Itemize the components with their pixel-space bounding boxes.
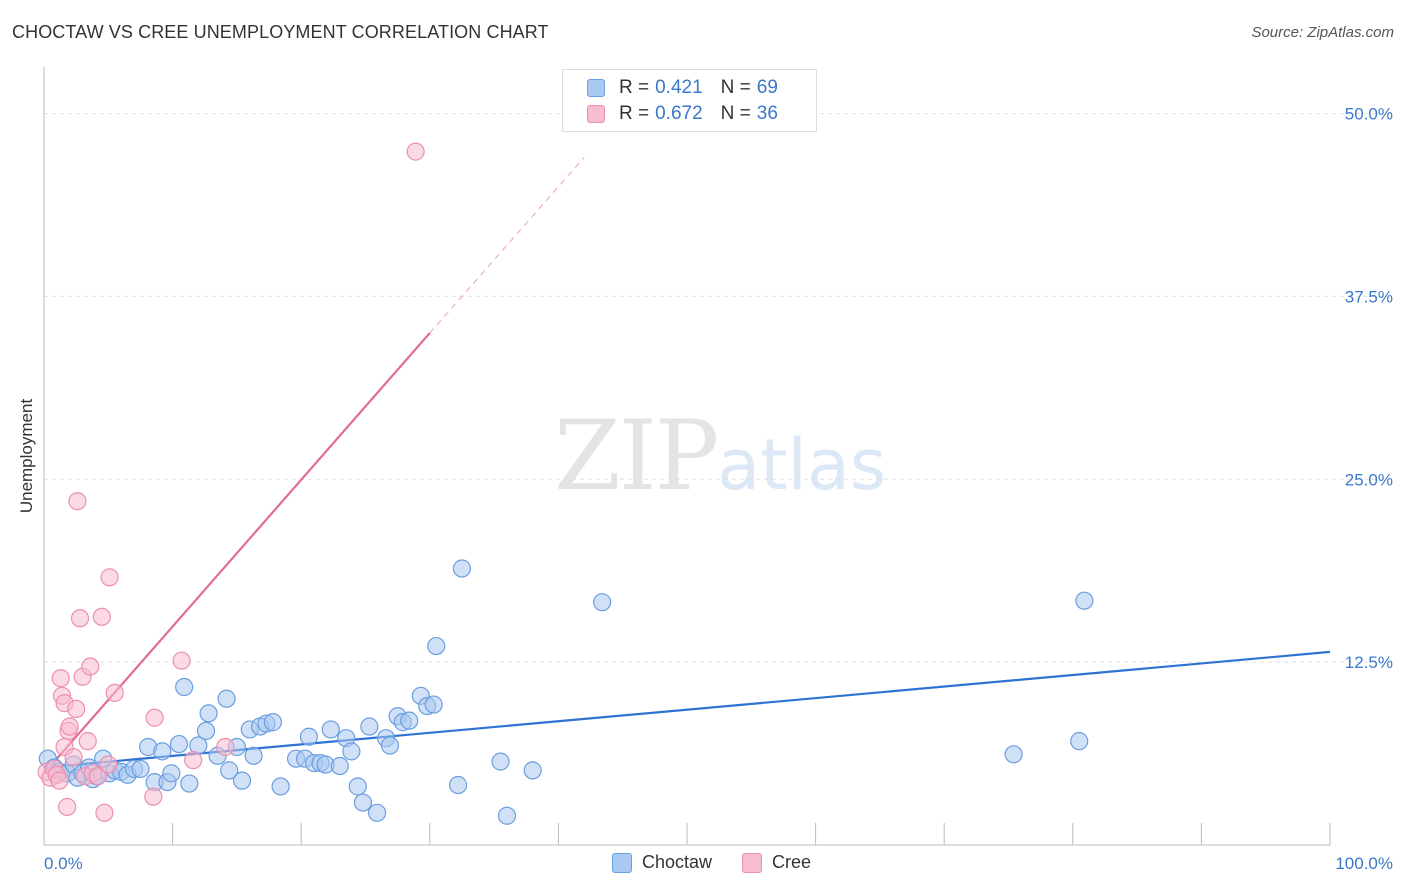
choctaw-point (342, 742, 361, 761)
choctaw-point (169, 734, 189, 754)
cree-point (216, 737, 235, 757)
choctaw-point (232, 771, 252, 790)
cree-point (99, 755, 118, 774)
choctaw-point (424, 695, 443, 714)
choctaw-point (353, 793, 373, 812)
cree-point (64, 748, 83, 767)
cree-legend-swatch (742, 852, 763, 873)
cree-point (144, 787, 163, 806)
cree-legend-label: Cree (772, 852, 812, 872)
choctaw-point (400, 711, 419, 730)
tick-labels: 12.5% 25.0% 37.5% 50.0% 0.0% 100.0% (44, 105, 1393, 873)
choctaw-r-value: 0.421 (655, 77, 703, 98)
choctaw-point (196, 721, 216, 740)
watermark-zip: ZIP (554, 400, 719, 512)
cree-point (92, 607, 111, 626)
choctaw-point (348, 777, 367, 796)
choctaw-point (1070, 732, 1089, 751)
y-tick-label: 25.0% (1345, 470, 1393, 489)
grid (44, 113, 1395, 663)
legend-item-choctaw[interactable]: Choctaw (612, 852, 712, 873)
choctaw-point (452, 559, 472, 578)
choctaw-point (175, 677, 194, 697)
choctaw-point (1075, 591, 1094, 610)
y-tick-label: 12.5% (1345, 653, 1393, 672)
choctaw-point (299, 727, 319, 746)
cree-point (172, 651, 191, 670)
choctaw-swatch (587, 79, 605, 97)
cree-point (81, 657, 100, 676)
choctaw-point (367, 803, 387, 822)
legend-item-cree[interactable]: Cree (742, 852, 811, 873)
cree-point (184, 751, 203, 770)
choctaw-point (321, 720, 340, 739)
choctaw-legend-swatch (612, 852, 632, 873)
choctaw-point (217, 689, 236, 708)
y-tick-label: 37.5% (1345, 287, 1393, 306)
source-label: Source: ZipAtlas.com (1251, 24, 1394, 41)
legend-row-cree: R = 0.672 N = 36 (587, 102, 778, 126)
cree-point (68, 492, 87, 511)
n-label: N = (720, 103, 751, 124)
cree-point (70, 609, 90, 628)
choctaw-point (448, 775, 468, 795)
trend-lines (43, 157, 1331, 775)
cree-point (88, 767, 108, 786)
cree-point (51, 669, 70, 688)
cree-point (78, 732, 97, 751)
cree-trend-line (43, 332, 431, 775)
choctaw-point (199, 704, 218, 723)
choctaw-point (131, 759, 150, 779)
watermark: ZIPatlas (554, 400, 886, 512)
choctaw-point (593, 593, 612, 612)
choctaw-point (162, 764, 181, 783)
chart-title: CHOCTAW VS CREE UNEMPLOYMENT CORRELATION… (12, 22, 549, 42)
legend-row-choctaw: R = 0.421 N = 69 (587, 76, 778, 100)
cree-point (145, 708, 164, 727)
data-points (37, 142, 1094, 825)
choctaw-point (427, 636, 446, 656)
cree-point (58, 797, 77, 817)
cree-point (60, 717, 79, 736)
cree-point (50, 771, 69, 790)
axes (43, 67, 1331, 846)
choctaw-point (180, 774, 199, 793)
cree-point (100, 568, 119, 587)
choctaw-point (153, 742, 172, 761)
choctaw-point (360, 717, 379, 736)
choctaw-legend-label: Choctaw (642, 852, 713, 872)
n-label: N = (720, 77, 751, 98)
x-tick-label-end: 100.0% (1335, 854, 1393, 873)
cree-point (67, 699, 86, 719)
choctaw-point (491, 752, 510, 771)
cree-r-value: 0.672 (655, 103, 703, 124)
choctaw-point (220, 761, 239, 780)
choctaw-point (497, 806, 517, 825)
choctaw-n-value: 69 (756, 77, 778, 98)
choctaw-point (523, 761, 542, 780)
cree-point (105, 683, 124, 702)
y-axis-label: Unemployment (17, 398, 36, 514)
r-label: R = (619, 77, 650, 98)
cree-n-value: 36 (756, 103, 778, 124)
cree-point (95, 803, 114, 822)
r-label: R = (619, 103, 650, 124)
choctaw-point (1004, 745, 1023, 764)
cree-trend-extension (429, 157, 585, 334)
choctaw-point (380, 736, 400, 755)
watermark-atlas: atlas (717, 424, 887, 506)
cree-swatch (587, 105, 605, 123)
choctaw-point (244, 746, 263, 765)
choctaw-point (271, 777, 290, 796)
correlation-legend: R = 0.421 N = 69 R = 0.672 N = 36 (562, 69, 817, 132)
cree-point (406, 142, 425, 161)
choctaw-point (330, 756, 349, 776)
series-legend: Choctaw Cree (612, 852, 841, 873)
x-tick-label-start: 0.0% (44, 854, 83, 873)
choctaw-point (263, 713, 283, 732)
y-tick-label: 50.0% (1345, 105, 1393, 124)
